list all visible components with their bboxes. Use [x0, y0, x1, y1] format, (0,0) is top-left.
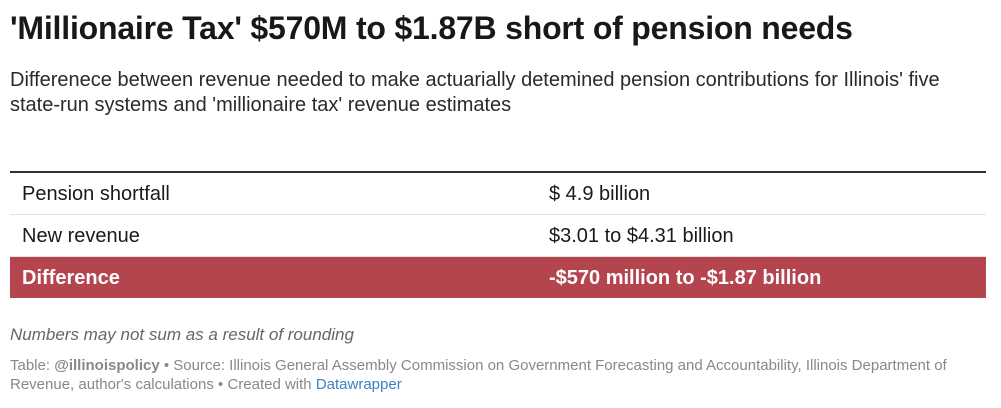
row-label: Pension shortfall — [22, 183, 170, 205]
footer-separator: • — [163, 357, 170, 374]
chart-subtitle: Differenece between revenue needed to ma… — [10, 69, 940, 116]
chart-footer: Table: @illinoispolicy • Source: Illinoi… — [10, 356, 970, 394]
footer-table-author[interactable]: @illinoispolicy — [54, 357, 160, 374]
datawrapper-link[interactable]: Datawrapper — [315, 376, 402, 393]
footer-separator: • — [218, 376, 224, 393]
chart-note: Numbers may not sum as a result of round… — [10, 325, 354, 344]
row-label: Difference — [22, 267, 120, 289]
table-row: New revenue $3.01 to $4.31 billion — [10, 215, 986, 257]
table-row-difference: Difference -$570 million to -$1.87 billi… — [10, 257, 986, 298]
row-value: $3.01 to $4.31 billion — [549, 225, 734, 247]
row-value: -$570 million to -$1.87 billion — [549, 267, 822, 289]
row-label: New revenue — [22, 225, 140, 247]
data-table: Pension shortfall $ 4.9 billion New reve… — [10, 171, 986, 298]
footer-table-label: Table: — [10, 357, 51, 374]
footer-created-with: Created with — [227, 376, 312, 393]
footer-source-text: Illinois General Assembly Commission on … — [10, 357, 947, 393]
footer-source-label: Source: — [173, 357, 225, 374]
row-value: $ 4.9 billion — [549, 183, 651, 205]
chart-title: 'Millionaire Tax' $570M to $1.87B short … — [10, 10, 853, 46]
table-row: Pension shortfall $ 4.9 billion — [10, 173, 986, 215]
